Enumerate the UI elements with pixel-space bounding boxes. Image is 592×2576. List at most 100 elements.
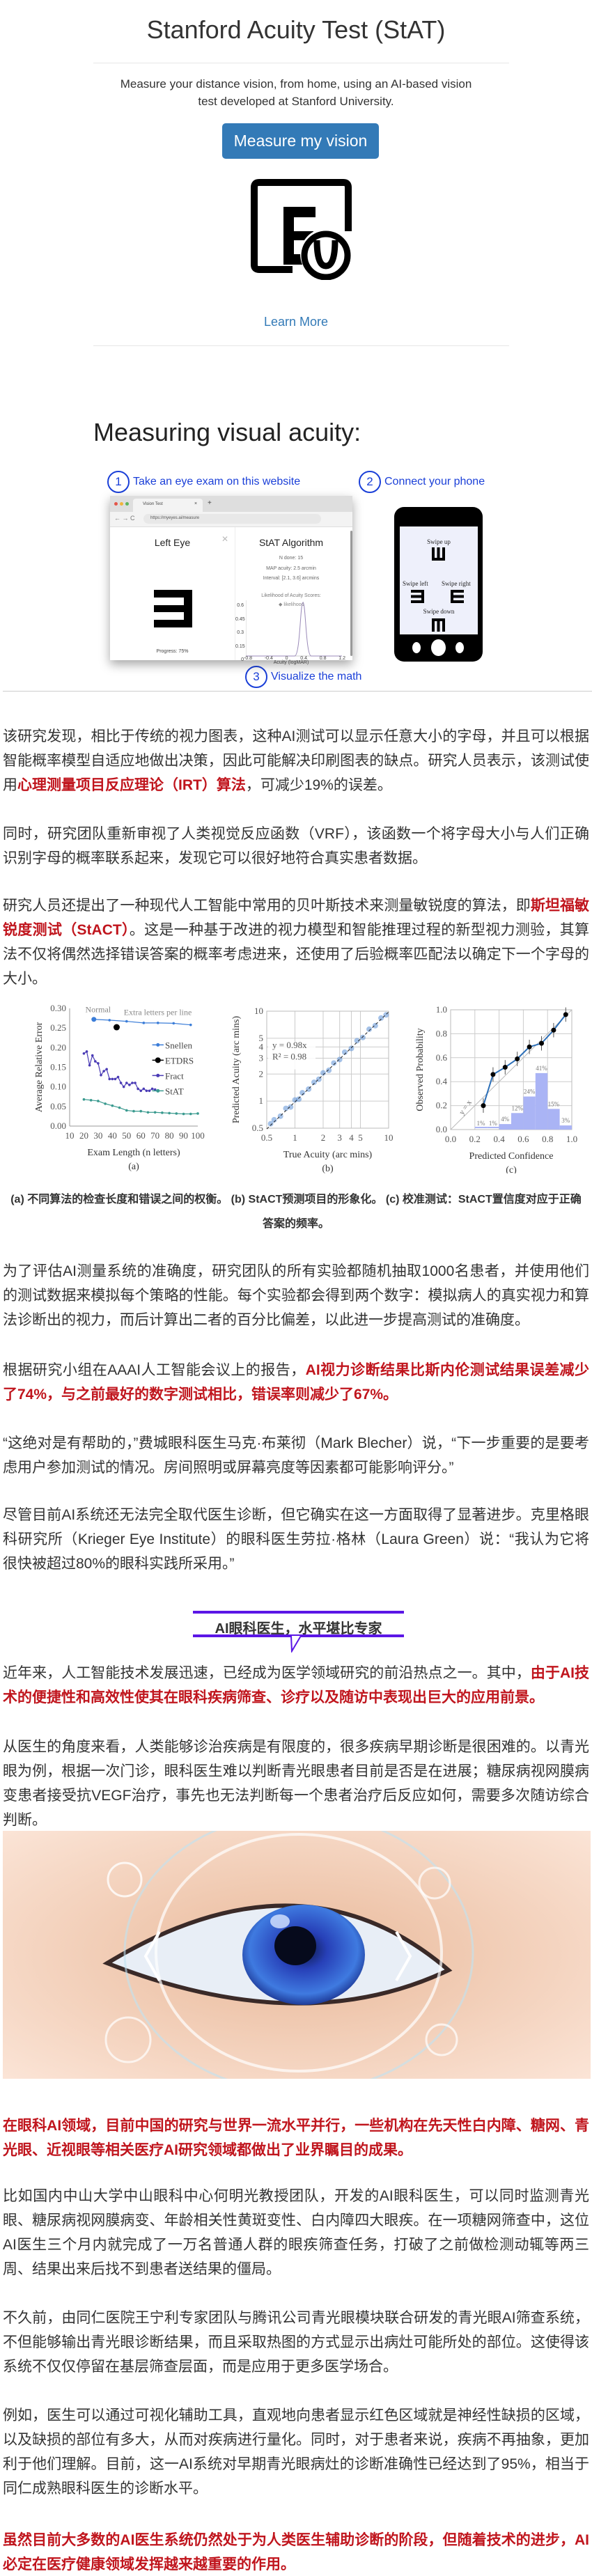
data-point-Fract [105,1068,108,1071]
e-right-icon [451,590,464,603]
phone-button [412,642,421,653]
data-point-Fract [137,1087,139,1091]
minimize-dot-icon [120,502,123,506]
legend-label: StAT [165,1086,184,1096]
data-point-Fract [91,1054,94,1057]
paragraph: 根据研究小组在AAAI人工智能会议上的报告，AI视力诊断结果比斯内伦测试结果误差… [3,1358,589,1407]
browser-mockup: Vision Test × + ← → C https://myeyes.ai/… [110,496,352,665]
step-number: 2 [359,471,381,493]
x-tick-label: 4 [349,1132,354,1143]
data-point [515,1056,520,1062]
x-tick-label: 100 [191,1130,205,1141]
y-tick-label: 0.5 [252,1123,263,1133]
likelihood-curve [246,600,342,657]
fit-equation: y = 0.98x [272,1040,307,1050]
tick: -0.4 [264,656,273,661]
close-icon[interactable]: ✕ [221,534,229,544]
panel-label: (a) [128,1162,139,1172]
heading-top-bar [193,1611,404,1614]
step-3: 3 Visualize the math [245,666,361,688]
close-tab-icon[interactable]: × [194,501,198,506]
data-point-StAT [168,1111,171,1115]
data-point-Fract [97,1062,100,1065]
y-tick-label: 0.15 [50,1062,66,1072]
tick: 0.3 [237,630,244,635]
histogram-label: 15% [548,1100,560,1107]
fit-r2: R² = 0.98 [272,1051,306,1061]
data-point-Fract [134,1082,137,1084]
data-point [527,1044,532,1049]
e-down-icon [432,618,445,632]
measure-vision-button[interactable]: Measure my vision [222,123,379,159]
x-tick-label: 50 [122,1130,131,1141]
x-tick-label: 40 [108,1130,117,1141]
x-tick-label: 60 [137,1130,146,1141]
x-tick-label: 0.8 [542,1134,553,1144]
likelihood-legend: ◆ likelihood [279,602,304,607]
tick: 0 [285,656,288,661]
x-tick-label: 0.5 [261,1132,272,1143]
histogram-bar [511,1113,524,1130]
step-1: 1 Take an eye exam on this website [107,471,300,493]
annotation: Extra letters per line [124,1008,192,1017]
divider [3,691,592,692]
learn-more-link[interactable]: Learn More [263,315,329,329]
x-tick-label: 90 [179,1130,188,1141]
likelihood-x-ticks: -0.8 -0.4 0 0.4 0.8 1.2 [244,656,345,661]
e-up-icon [432,547,445,561]
histogram-label: 41% [536,1065,547,1072]
paragraph: 例如，医生可以通过可视化辅助工具，直观地向患者显示红色区域就是神经性缺损的区域，… [3,2407,589,2497]
data-point-Snellen [156,1022,159,1024]
x-tick-label: 0.0 [445,1134,456,1144]
phone-home-button [431,639,446,656]
data-point-Fract [111,1077,114,1081]
paragraph: 不久前，由同仁医院王宁利专家团队与腾讯公司青光眼模块联合研发的青光眼AI筛查系统… [3,2310,589,2375]
data-point [326,1067,332,1073]
likelihood-y-ticks: 0.6 0.45 0.3 0.15 0 [235,599,245,667]
eye-title: Left Eye [154,537,191,548]
legend-label: Fract [165,1070,184,1081]
data-point [320,1070,326,1076]
tick: 1.2 [338,656,345,661]
data-point-Snellen [108,1019,111,1022]
data-point-Fract [139,1089,143,1093]
annotation: Normal [85,1005,111,1015]
reference-label: y = x [458,1098,474,1116]
paragraph: 近年来，人工智能技术发展迅速，已经成为医学领域研究的前沿热点之一。其中，由于AI… [3,1661,589,1710]
new-tab-icon[interactable]: + [208,499,212,507]
browser-tab-title[interactable]: Vision Test [143,502,163,506]
scrollbar[interactable] [350,531,352,656]
y-tick-label: 0.20 [50,1042,66,1052]
x-tick-label: 2 [321,1132,326,1143]
y-tick-label: 0.10 [50,1082,66,1092]
data-point [502,1065,508,1070]
paragraph: 该研究发现，相比于传统的视力图表，这种AI测试可以显示任意大小的字母，并且可以根… [3,724,589,797]
swipe-left-label: Swipe left [403,580,428,587]
url-text[interactable]: https://myeyes.ai/measure [150,516,200,520]
x-tick-label: 0.2 [469,1134,481,1144]
text: 。这是一种基于改进的视力模型和智能推理过程的新型视力测验，其算法不仅将偶然选择错… [3,922,589,987]
y-axis-label: Predicted Acuity (arc mins) [231,1015,242,1123]
y-tick-label: 0.30 [50,1003,66,1013]
site-subtitle: Measure your distance vision, from home,… [120,77,472,108]
back-forward-reload-icons[interactable]: ← → C [114,515,135,522]
legend-marker [156,1073,160,1077]
panel-label: (c) [506,1165,517,1173]
y-tick-label: 4 [259,1041,264,1052]
data-point-Fract [125,1082,128,1084]
data-point [341,1049,348,1055]
plot-frame [266,1010,389,1129]
divider [93,345,509,346]
histogram-label: 1% [477,1120,486,1127]
highlight-text: 心理测量项目反应理论（IRT）算法 [17,777,246,793]
y-tick-label: 1.0 [436,1004,447,1015]
data-point-Fract [142,1087,146,1091]
data-point [490,1072,496,1077]
interval: Interval: [2.1, 3.6] arcmins [263,576,320,581]
section-heading: AI眼科医生，水平堪比专家 [193,1611,404,1653]
data-point-StAT [139,1109,143,1113]
tick: 0.15 [235,643,245,649]
y-tick-label: 10 [254,1006,263,1016]
data-point-StAT [189,1112,192,1116]
data-point [311,1079,317,1086]
